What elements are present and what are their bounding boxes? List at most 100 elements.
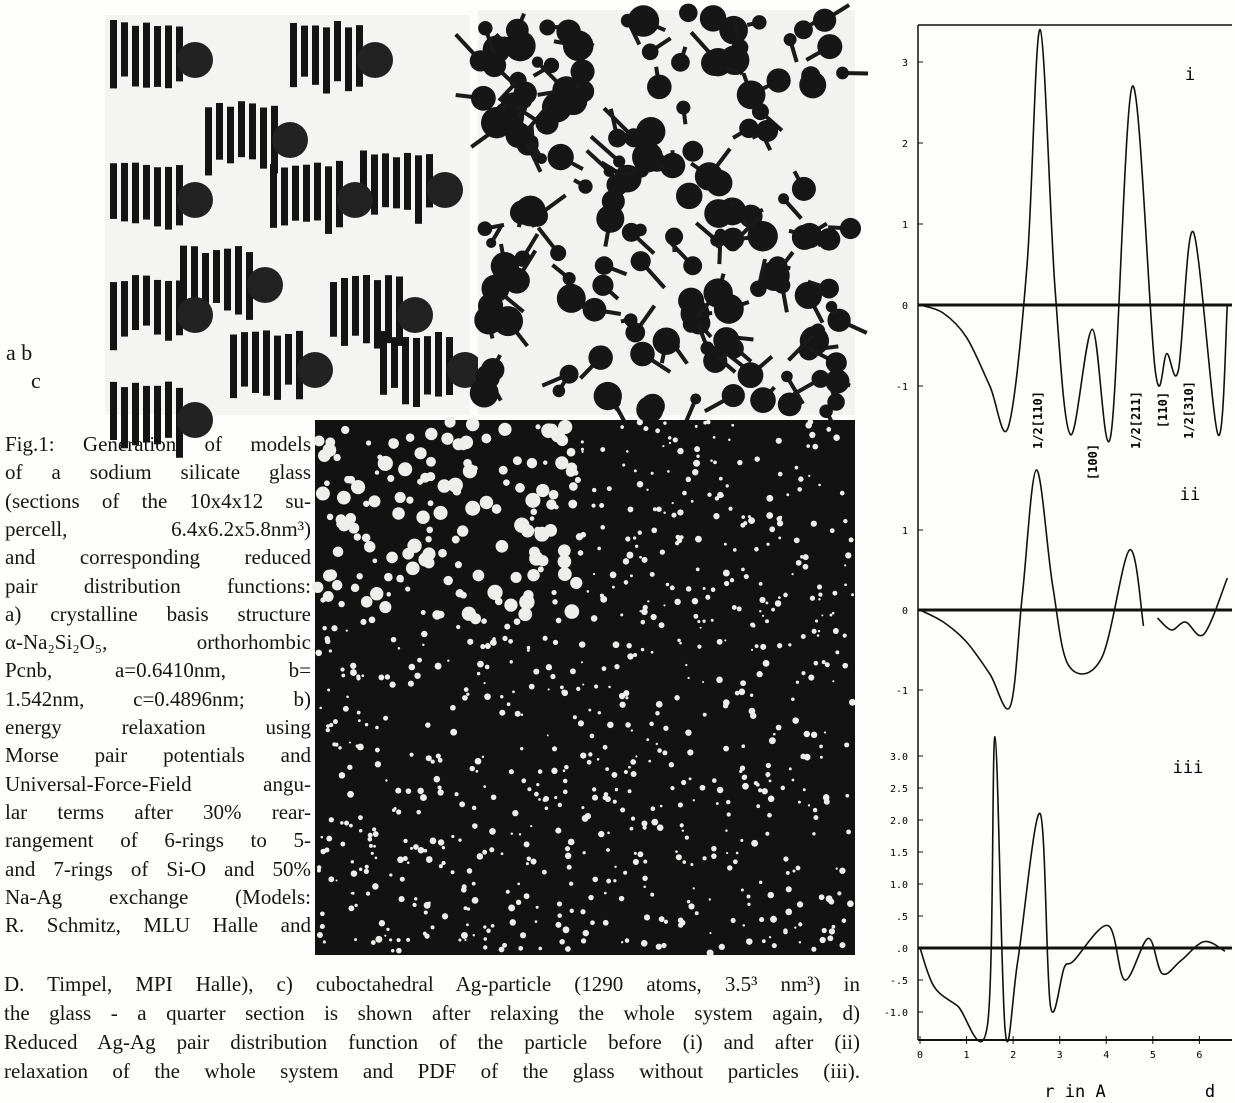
atom [531,56,544,68]
speck [450,704,456,711]
speck [422,643,425,647]
atom [562,272,576,286]
speck [361,674,365,678]
speck [785,886,792,893]
speck [819,936,826,944]
speck [512,809,519,817]
atom [839,217,862,240]
speck [716,676,723,684]
speck [582,851,586,855]
x-tick-label: 5 [1150,1050,1156,1061]
atom [630,341,655,367]
y-tick-label: 2 [902,139,908,150]
annotation: [100] [1086,444,1100,480]
speck [682,860,687,864]
speck [324,847,330,853]
atom-stripe [426,154,433,208]
speck [821,927,827,934]
atom [739,118,759,139]
speck [841,918,847,923]
speck [694,424,698,428]
speck [723,542,727,546]
speck [628,765,631,769]
speck [471,805,477,811]
speck [555,617,562,624]
atom [811,369,830,388]
speck [457,525,469,537]
speck [463,458,472,468]
speck [722,703,729,709]
speck [525,862,529,866]
speck [396,947,402,954]
speck [826,427,832,432]
speck [625,696,629,700]
speck [345,513,357,524]
atom-stripe [213,250,220,303]
speck [323,569,335,582]
atom-stripe [360,150,367,206]
speck [365,440,372,446]
speck [389,938,393,942]
speck [546,734,549,737]
speck [667,436,672,440]
speck [414,672,421,679]
speck [674,541,680,546]
speck [651,818,659,826]
speck [663,421,667,425]
speck [559,939,565,945]
y-tick-label: -.5 [890,976,908,987]
speck [514,710,521,717]
speck [681,779,687,786]
speck [375,935,383,943]
speck [434,662,442,670]
speck [612,799,617,804]
speck [348,905,355,912]
speck [746,938,753,945]
speck [384,934,387,937]
atom-stripe [154,385,161,445]
speck [452,486,462,496]
speck [484,693,491,700]
speck [319,706,322,710]
atom-stripe [413,337,420,408]
speck [715,802,719,805]
speck [316,865,322,870]
speck [580,752,587,759]
speck [717,491,724,499]
speck [607,721,614,729]
speck [490,923,495,928]
speck [635,755,638,758]
speck [677,802,683,808]
speck [405,561,420,576]
speck [794,465,799,470]
atom [552,384,566,398]
speck [627,789,632,794]
speck [342,705,349,712]
atom-stripe [132,382,139,446]
speck [767,812,772,818]
speck [630,759,637,765]
speck [594,684,599,689]
speck [710,587,716,593]
atom-stripe [143,275,150,326]
speck [568,881,574,886]
speck [396,809,402,815]
speck [546,499,557,510]
speck [360,618,367,626]
atom [502,117,526,140]
atom [594,256,614,275]
speck [641,820,648,827]
speck [746,894,751,899]
speck [766,775,769,778]
speck [575,533,584,541]
speck [813,660,819,666]
x-axis-label: r in A [1044,1082,1105,1102]
y-tick-label: .0 [896,944,908,955]
speck [402,855,408,861]
speck [819,744,823,749]
atom [482,53,507,78]
speck [350,870,358,877]
y-tick-label: 3 [902,58,908,69]
speck [450,870,455,875]
speck [315,649,323,657]
